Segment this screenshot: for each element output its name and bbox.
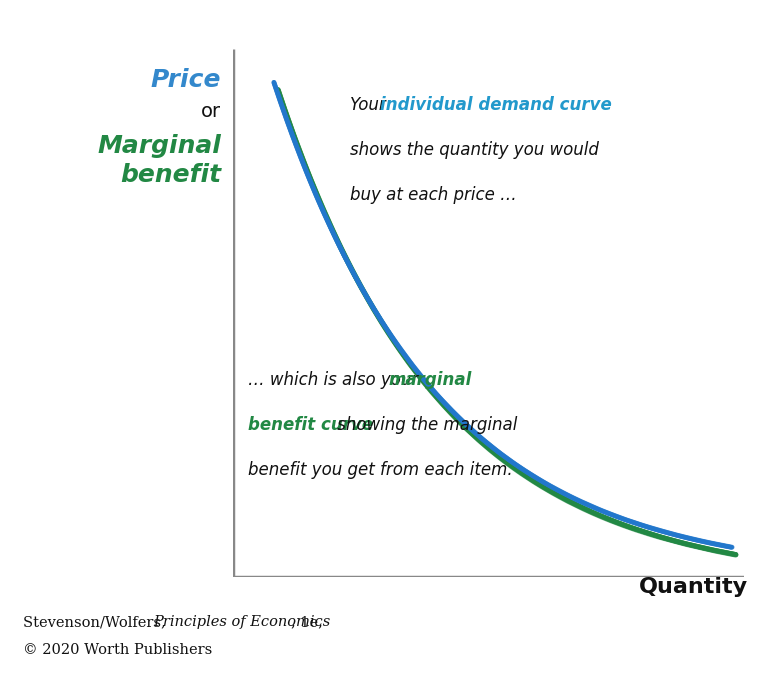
Text: buy at each price …: buy at each price … — [350, 186, 517, 204]
Text: marginal: marginal — [388, 371, 472, 389]
Text: , 1e,: , 1e, — [291, 615, 323, 629]
Text: individual demand curve: individual demand curve — [380, 96, 611, 114]
Text: benefit curve: benefit curve — [248, 416, 373, 434]
Text: benefit you get from each item.: benefit you get from each item. — [248, 461, 512, 479]
Text: or: or — [201, 101, 221, 121]
Text: Principles of Economics: Principles of Economics — [153, 615, 331, 629]
Text: Quantity: Quantity — [639, 578, 748, 597]
Text: … which is also your: … which is also your — [248, 371, 423, 389]
Text: Price: Price — [150, 68, 221, 92]
Text: shows the quantity you would: shows the quantity you would — [350, 141, 599, 159]
Text: © 2020 Worth Publishers: © 2020 Worth Publishers — [23, 643, 212, 657]
Text: showing the marginal: showing the marginal — [332, 416, 518, 434]
Text: benefit: benefit — [120, 163, 221, 187]
Text: Your: Your — [350, 96, 391, 114]
Text: Stevenson/Wolfers,: Stevenson/Wolfers, — [23, 615, 170, 629]
Text: Marginal: Marginal — [97, 134, 221, 158]
